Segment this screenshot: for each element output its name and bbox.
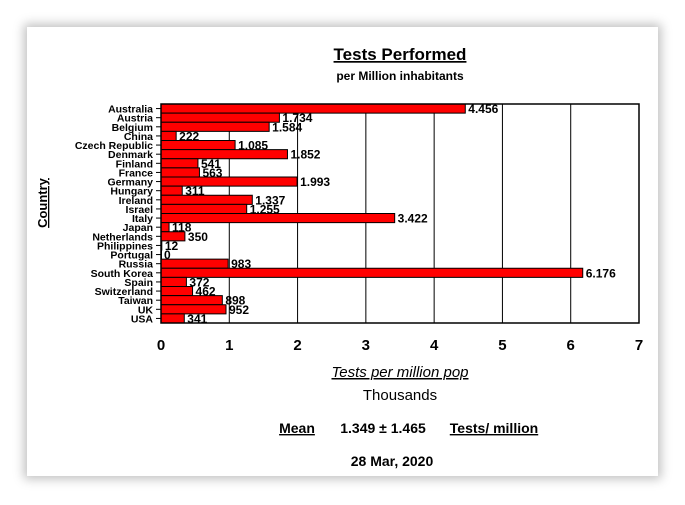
x-tick-label: 5 xyxy=(498,337,506,354)
x-axis-unit: Thousands xyxy=(363,387,437,404)
data-label: 341 xyxy=(187,312,207,326)
x-tick-label: 1 xyxy=(225,337,233,354)
chart-title: Tests Performed xyxy=(334,45,467,64)
y-tick-label: South Korea xyxy=(91,268,154,280)
chart-subtitle: per Million inhabitants xyxy=(336,69,464,83)
data-label: 350 xyxy=(188,230,208,244)
bar xyxy=(160,103,466,114)
bar xyxy=(160,112,280,123)
y-tick-label: Hungary xyxy=(110,186,153,198)
bar xyxy=(160,258,229,269)
y-tick-label: Taiwan xyxy=(118,295,153,307)
y-axis-label: Country xyxy=(35,177,50,228)
y-tick-label: Belgium xyxy=(112,122,153,134)
y-tick-label: Philippines xyxy=(97,240,153,252)
bar xyxy=(160,167,200,178)
y-tick-label: Austria xyxy=(117,113,153,125)
y-tick-label: Finland xyxy=(116,158,153,170)
mean-label: Mean xyxy=(279,420,315,436)
bars xyxy=(160,103,584,324)
x-tick-label: 7 xyxy=(635,337,643,354)
bar xyxy=(160,185,183,196)
y-tick-label: China xyxy=(124,131,153,143)
bar xyxy=(160,194,253,205)
y-tick-label: Denmark xyxy=(108,149,153,161)
bar xyxy=(160,313,185,324)
y-tick-label: Spain xyxy=(124,277,153,289)
data-label: 1.337 xyxy=(255,193,285,207)
data-label: 3.422 xyxy=(398,212,428,226)
mean-unit: Tests/ million xyxy=(450,420,538,436)
bar xyxy=(160,267,584,278)
y-tick-label: Germany xyxy=(107,177,153,189)
y-tick-label: Italy xyxy=(132,213,153,225)
data-label: 1.584 xyxy=(272,120,302,134)
data-label: 1.255 xyxy=(250,202,280,216)
chart-date: 28 Mar, 2020 xyxy=(351,453,434,469)
data-label: 541 xyxy=(201,157,221,171)
y-tick-label: Ireland xyxy=(119,195,153,207)
y-tick-label: Israel xyxy=(126,204,154,216)
y-tick-label: Australia xyxy=(108,104,153,116)
x-tick-label: 6 xyxy=(567,337,575,354)
y-tick-label: Switzerland xyxy=(95,286,153,298)
bar xyxy=(160,149,288,160)
x-tick-labels: 0 1 2 3 4 5 6 7 xyxy=(157,337,643,354)
y-tick-label: Czech Republic xyxy=(75,140,153,152)
data-label: 6.176 xyxy=(586,266,616,280)
data-label: 1.993 xyxy=(300,175,330,189)
mean-value: 1.349 ± 1.465 xyxy=(340,420,426,436)
x-tick-label: 0 xyxy=(157,337,165,354)
data-label: 952 xyxy=(229,303,249,317)
data-label: 462 xyxy=(196,285,216,299)
data-label: 118 xyxy=(172,221,192,235)
x-tick-label: 3 xyxy=(362,337,370,354)
data-label: 311 xyxy=(185,184,205,198)
bar xyxy=(160,158,199,169)
bar xyxy=(160,286,194,297)
data-label: 0 xyxy=(164,248,171,262)
y-tick-label: Netherlands xyxy=(92,231,153,243)
bar xyxy=(160,222,170,233)
y-tick-label: Russia xyxy=(119,259,154,271)
data-label: 563 xyxy=(202,166,222,180)
data-label: 372 xyxy=(189,275,209,289)
data-label: 12 xyxy=(165,239,179,253)
bar xyxy=(160,276,187,287)
data-label: 4.456 xyxy=(468,102,498,116)
y-tick-label: UK xyxy=(138,304,154,316)
x-tick-label: 2 xyxy=(293,337,301,354)
bar xyxy=(160,130,177,141)
y-tick-label: Japan xyxy=(123,222,153,234)
data-label: 983 xyxy=(231,257,251,271)
data-label: 1.734 xyxy=(282,111,312,125)
plot-frame xyxy=(160,103,640,324)
x-axis-label: Tests per million pop xyxy=(331,364,468,381)
data-label: 1.085 xyxy=(238,139,268,153)
data-label: 1.852 xyxy=(290,148,320,162)
chart-card xyxy=(27,27,658,476)
data-label: 898 xyxy=(225,294,245,308)
data-label: 222 xyxy=(179,129,199,143)
bar xyxy=(160,121,270,132)
y-tick-label: USA xyxy=(131,313,154,325)
y-tick-label: Portugal xyxy=(110,250,153,262)
y-tick-label: France xyxy=(119,167,154,179)
bar xyxy=(160,176,298,187)
bar xyxy=(160,203,248,214)
x-tick-label: 4 xyxy=(430,337,439,354)
